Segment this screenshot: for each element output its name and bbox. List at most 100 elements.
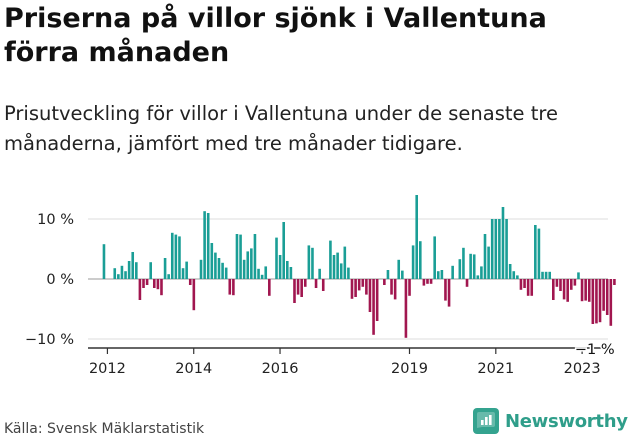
bar bbox=[242, 259, 246, 279]
bar bbox=[595, 279, 598, 324]
bar bbox=[178, 236, 181, 279]
bar bbox=[347, 267, 350, 279]
bar bbox=[587, 279, 591, 302]
bar bbox=[469, 253, 472, 279]
bar bbox=[436, 271, 440, 279]
bar bbox=[555, 279, 559, 287]
bar bbox=[390, 279, 393, 295]
bar bbox=[584, 279, 587, 301]
bar bbox=[516, 275, 519, 279]
brand-name: Newsworthy bbox=[505, 410, 628, 432]
bar bbox=[210, 243, 214, 279]
bar bbox=[591, 279, 595, 324]
bar bbox=[573, 279, 577, 286]
bar bbox=[415, 195, 418, 279]
bar bbox=[429, 279, 433, 284]
bar bbox=[206, 213, 210, 279]
bar bbox=[300, 279, 303, 297]
bar bbox=[404, 279, 408, 338]
bar bbox=[131, 252, 135, 279]
y-tick-label: 0 % bbox=[46, 272, 74, 288]
bar bbox=[124, 271, 127, 279]
bar bbox=[552, 279, 555, 300]
bar bbox=[239, 234, 242, 279]
bar bbox=[508, 264, 512, 279]
bar bbox=[483, 234, 487, 279]
bar bbox=[598, 279, 602, 323]
bar bbox=[490, 219, 494, 279]
y-tick-label: 10 % bbox=[37, 212, 74, 228]
bar bbox=[519, 279, 523, 290]
bar bbox=[559, 279, 562, 291]
bar bbox=[221, 262, 224, 279]
x-tick-label: 2016 bbox=[262, 361, 299, 377]
last-value-annotation: −1 % bbox=[575, 342, 615, 358]
bar bbox=[375, 279, 379, 321]
bar bbox=[268, 279, 271, 296]
bar bbox=[135, 262, 138, 279]
bar bbox=[296, 279, 300, 295]
bar bbox=[289, 267, 293, 279]
bar bbox=[232, 279, 235, 296]
bar bbox=[253, 234, 257, 279]
bar bbox=[411, 245, 415, 279]
bar bbox=[577, 272, 580, 279]
bar bbox=[426, 279, 429, 284]
bar bbox=[192, 279, 196, 311]
bar bbox=[530, 279, 534, 296]
bar bbox=[365, 279, 368, 295]
bar bbox=[501, 207, 505, 279]
bar bbox=[393, 279, 397, 300]
bar bbox=[408, 279, 411, 296]
bar bbox=[580, 279, 584, 302]
bar bbox=[257, 268, 260, 279]
bar bbox=[314, 279, 318, 288]
y-tick-label: −10 % bbox=[25, 332, 74, 348]
x-tick-label: 2012 bbox=[89, 361, 126, 377]
bar bbox=[117, 274, 120, 279]
bar bbox=[368, 279, 372, 312]
bar bbox=[433, 236, 436, 279]
chart-title: Priserna på villor sjönk i Vallentuna fö… bbox=[4, 3, 547, 68]
bar-chart: 10 % 0 % −10 % 2012 2014 2016 2019 2021 2023 −1 % bbox=[25, 195, 616, 377]
x-tick-label: 2019 bbox=[391, 361, 428, 377]
bar bbox=[569, 279, 573, 290]
bar bbox=[480, 266, 483, 279]
bar bbox=[451, 265, 454, 279]
newsworthy-logo: Newsworthy bbox=[473, 408, 628, 434]
bar bbox=[163, 258, 167, 279]
bar bbox=[534, 225, 537, 279]
x-tick-label: 2021 bbox=[477, 361, 514, 377]
bar bbox=[318, 268, 321, 279]
bar bbox=[465, 279, 469, 287]
bar bbox=[419, 241, 422, 279]
bar bbox=[156, 279, 160, 290]
bar bbox=[476, 275, 480, 279]
bar bbox=[605, 279, 609, 315]
bar bbox=[142, 279, 145, 288]
bars bbox=[102, 195, 616, 338]
bar bbox=[447, 279, 451, 307]
bar bbox=[544, 271, 548, 279]
source-note: Källa: Svensk Mäklarstatistik bbox=[4, 421, 205, 437]
bar bbox=[523, 279, 526, 288]
bar bbox=[321, 279, 325, 291]
bar bbox=[275, 237, 278, 279]
bar bbox=[357, 279, 361, 291]
bar bbox=[250, 248, 253, 279]
bar bbox=[383, 279, 386, 285]
bar bbox=[602, 279, 605, 311]
bar bbox=[386, 270, 390, 279]
bar bbox=[613, 279, 616, 285]
bar bbox=[102, 244, 106, 279]
bar bbox=[329, 240, 332, 279]
bar bbox=[224, 267, 228, 279]
x-tick-label: 2014 bbox=[175, 361, 212, 377]
bar bbox=[487, 246, 490, 279]
bar bbox=[152, 279, 156, 288]
chart-subtitle: Prisutveckling för villor i Vallentuna u… bbox=[4, 102, 558, 155]
bar bbox=[235, 234, 239, 279]
bar bbox=[566, 279, 569, 302]
bar bbox=[167, 274, 170, 279]
bar bbox=[149, 262, 152, 279]
